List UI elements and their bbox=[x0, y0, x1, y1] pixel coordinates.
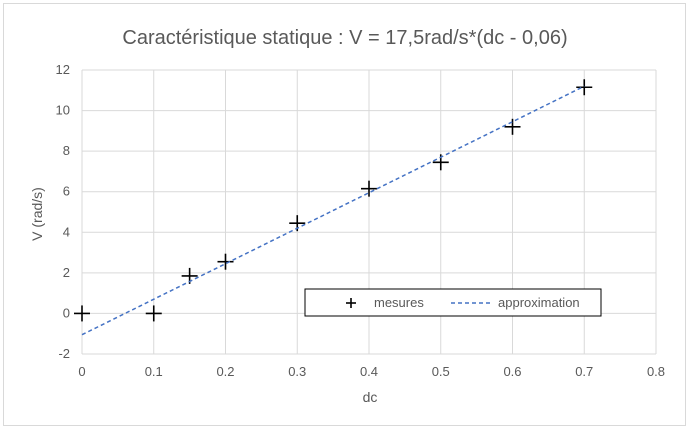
x-tick-label: 0.2 bbox=[216, 364, 234, 379]
y-tick-label: 0 bbox=[63, 305, 70, 320]
tick-labels: -2 0 2 4 6 8 10 12 0 0.1 0.2 0.3 0.4 0.5 0.6 0.7 0.8 bbox=[56, 62, 666, 379]
x-tick-label: 0.3 bbox=[288, 364, 306, 379]
data-point-mesures bbox=[361, 180, 377, 197]
data-point-mesures bbox=[504, 118, 521, 135]
chart-svg: Caractéristique statique : V = 17,5rad/s… bbox=[29, 27, 666, 405]
legend-label-approximation: approximation bbox=[498, 295, 580, 310]
x-tick-label: 0.4 bbox=[360, 364, 378, 379]
approximation-line bbox=[81, 85, 585, 336]
y-tick-label: -2 bbox=[58, 346, 70, 361]
y-tick-label: 10 bbox=[56, 103, 70, 118]
x-tick-label: 0.1 bbox=[145, 364, 163, 379]
x-axis-label: dc bbox=[363, 389, 378, 405]
x-tick-label: 0.5 bbox=[432, 364, 450, 379]
y-tick-label: 6 bbox=[63, 184, 70, 199]
series-layer bbox=[74, 79, 593, 336]
chart-title: Caractéristique statique : V = 17,5rad/s… bbox=[122, 27, 567, 49]
y-tick-label: 12 bbox=[56, 62, 70, 77]
y-axis-label: V (rad/s) bbox=[29, 187, 45, 241]
legend: mesures approximation bbox=[304, 288, 602, 317]
x-tick-label: 0.8 bbox=[647, 364, 665, 379]
y-tick-label: 8 bbox=[63, 143, 70, 158]
x-tick-label: 0 bbox=[78, 364, 85, 379]
data-point-mesures bbox=[217, 253, 234, 270]
data-point-mesures bbox=[576, 79, 593, 96]
x-tick-label: 0.7 bbox=[575, 364, 593, 379]
x-tick-label: 0.6 bbox=[503, 364, 521, 379]
y-tick-label: 2 bbox=[63, 265, 70, 280]
legend-label-mesures: mesures bbox=[374, 295, 424, 310]
data-point-mesures bbox=[145, 305, 162, 322]
y-tick-label: 4 bbox=[63, 224, 70, 239]
data-point-mesures bbox=[74, 305, 90, 322]
chart-frame: Caractéristique statique : V = 17,5rad/s… bbox=[3, 3, 686, 426]
